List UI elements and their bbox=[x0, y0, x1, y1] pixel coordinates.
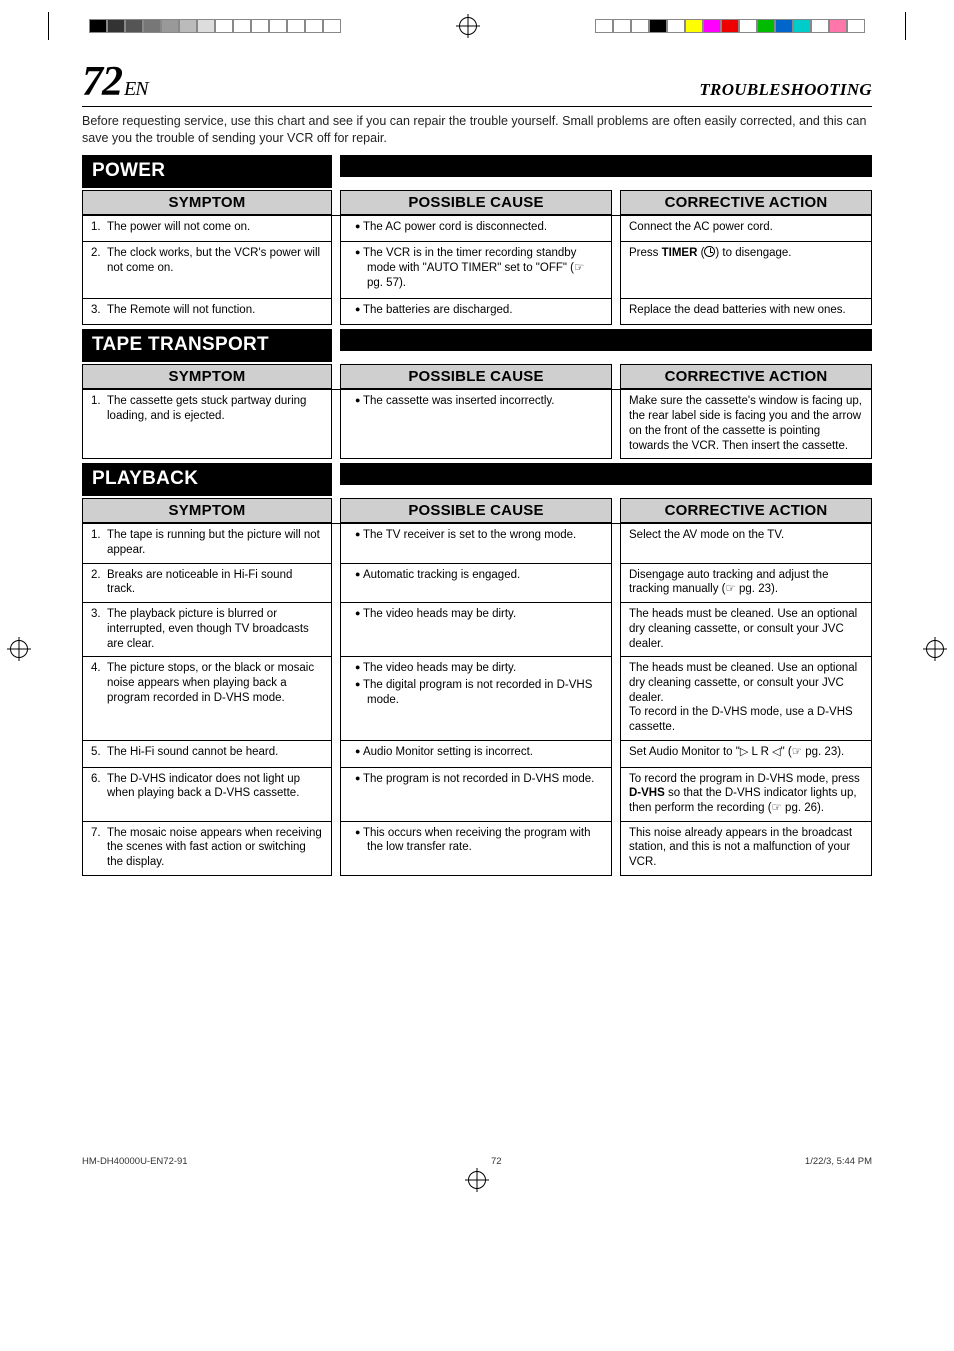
page-number: 72EN bbox=[82, 58, 148, 106]
table-row: 5.The Hi-Fi sound cannot be heard. Audio… bbox=[82, 741, 872, 768]
symptom-cell: 3.The Remote will not function. bbox=[82, 299, 332, 326]
registration-marks-top bbox=[0, 0, 954, 58]
table-row: 2.Breaks are noticeable in Hi-Fi sound t… bbox=[82, 564, 872, 603]
cause-cell: The TV receiver is set to the wrong mode… bbox=[340, 523, 612, 563]
symptom-cell: 4.The picture stops, or the black or mos… bbox=[82, 657, 332, 741]
action-cell: Replace the dead batteries with new ones… bbox=[620, 299, 872, 326]
footer-left: HM-DH40000U-EN72-91 bbox=[82, 1156, 188, 1167]
cause-cell: The video heads may be dirty.The digital… bbox=[340, 657, 612, 741]
column-headers: SYMPTOMPOSSIBLE CAUSECORRECTIVE ACTION bbox=[82, 498, 872, 523]
category-bar: POWER bbox=[82, 155, 872, 188]
cause-cell: This occurs when receiving the program w… bbox=[340, 822, 612, 876]
action-cell: To record the program in D-VHS mode, pre… bbox=[620, 768, 872, 822]
table-row: 3.The playback picture is blurred or int… bbox=[82, 603, 872, 657]
symptom-cell: 2.Breaks are noticeable in Hi-Fi sound t… bbox=[82, 564, 332, 603]
symptom-cell: 6.The D-VHS indicator does not light up … bbox=[82, 768, 332, 822]
table-row: 1.The cassette gets stuck partway during… bbox=[82, 389, 872, 459]
cause-cell: The batteries are discharged. bbox=[340, 299, 612, 326]
column-headers: SYMPTOMPOSSIBLE CAUSECORRECTIVE ACTION bbox=[82, 364, 872, 389]
page-footer: HM-DH40000U-EN72-91 72 1/22/3, 5:44 PM bbox=[0, 1156, 954, 1167]
reg-gradient-left bbox=[89, 19, 341, 33]
reg-target-icon bbox=[468, 1171, 486, 1189]
symptom-cell: 2.The clock works, but the VCR's power w… bbox=[82, 242, 332, 298]
table-row: 7.The mosaic noise appears when receivin… bbox=[82, 822, 872, 876]
column-headers: SYMPTOMPOSSIBLE CAUSECORRECTIVE ACTION bbox=[82, 190, 872, 215]
action-cell: The heads must be cleaned. Use an option… bbox=[620, 603, 872, 657]
symptom-cell: 1.The cassette gets stuck partway during… bbox=[82, 389, 332, 459]
action-cell: The heads must be cleaned. Use an option… bbox=[620, 657, 872, 741]
cause-cell: The VCR is in the timer recording standb… bbox=[340, 242, 612, 298]
cause-cell: The cassette was inserted incorrectly. bbox=[340, 389, 612, 459]
table-row: 3.The Remote will not function. The batt… bbox=[82, 299, 872, 326]
page-title: TROUBLESHOOTING bbox=[699, 80, 872, 100]
symptom-cell: 1.The tape is running but the picture wi… bbox=[82, 523, 332, 563]
reg-colors-right bbox=[595, 19, 865, 33]
action-cell: Select the AV mode on the TV. bbox=[620, 523, 872, 563]
action-cell: Connect the AC power cord. bbox=[620, 215, 872, 243]
symptom-cell: 3.The playback picture is blurred or int… bbox=[82, 603, 332, 657]
table-row: 2.The clock works, but the VCR's power w… bbox=[82, 242, 872, 298]
symptom-cell: 5.The Hi-Fi sound cannot be heard. bbox=[82, 741, 332, 768]
category-bar: PLAYBACK bbox=[82, 463, 872, 496]
symptom-cell: 7.The mosaic noise appears when receivin… bbox=[82, 822, 332, 876]
cause-cell: Audio Monitor setting is incorrect. bbox=[340, 741, 612, 768]
page-content: 72EN TROUBLESHOOTING Before requesting s… bbox=[0, 58, 954, 916]
action-cell: This noise already appears in the broadc… bbox=[620, 822, 872, 876]
table-row: 1.The tape is running but the picture wi… bbox=[82, 523, 872, 563]
symptom-cell: 1.The power will not come on. bbox=[82, 215, 332, 243]
footer-center: 72 bbox=[491, 1156, 502, 1167]
action-cell: Make sure the cassette's window is facin… bbox=[620, 389, 872, 459]
action-cell: Disengage auto tracking and adjust the t… bbox=[620, 564, 872, 603]
table-row: 6.The D-VHS indicator does not light up … bbox=[82, 768, 872, 822]
action-cell: Set Audio Monitor to "▷ L R ◁" (☞ pg. 23… bbox=[620, 741, 872, 768]
intro-text: Before requesting service, use this char… bbox=[82, 113, 872, 147]
table-row: 4.The picture stops, or the black or mos… bbox=[82, 657, 872, 741]
cause-cell: The program is not recorded in D-VHS mod… bbox=[340, 768, 612, 822]
action-cell: Press TIMER () to disengage. bbox=[620, 242, 872, 298]
footer-right: 1/22/3, 5:44 PM bbox=[805, 1156, 872, 1167]
cause-cell: Automatic tracking is engaged. bbox=[340, 564, 612, 603]
cause-cell: The AC power cord is disconnected. bbox=[340, 215, 612, 243]
cause-cell: The video heads may be dirty. bbox=[340, 603, 612, 657]
category-bar: TAPE TRANSPORT bbox=[82, 329, 872, 362]
reg-target-icon bbox=[459, 17, 477, 35]
table-row: 1.The power will not come on. The AC pow… bbox=[82, 215, 872, 243]
